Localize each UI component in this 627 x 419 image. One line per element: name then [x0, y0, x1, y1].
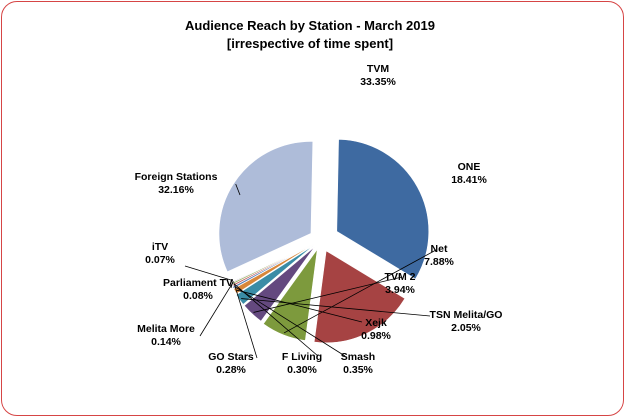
leader-line	[283, 249, 437, 334]
slice-value-label: 0.35%	[343, 364, 373, 376]
slice-name-label: TSN Melita/GO	[430, 309, 503, 321]
pie-slice-xejk	[233, 243, 315, 295]
slice-value-label: 0.28%	[216, 364, 246, 376]
pie-slice-net	[262, 249, 318, 341]
chart-title: Audience Reach by Station - March 2019	[185, 18, 435, 33]
leader-line	[234, 284, 319, 357]
slice-name-label: Net	[431, 243, 448, 255]
leader-line	[235, 183, 241, 196]
pie-slices	[218, 139, 429, 344]
slice-name-label: Smash	[341, 351, 375, 363]
slice-name-label: Foreign Stations	[135, 171, 218, 183]
pie-slice-tvm	[336, 139, 429, 280]
slice-name-label: Xejk	[365, 317, 387, 329]
slice-name-label: Parliament TV	[163, 277, 233, 289]
leader-line	[233, 282, 258, 359]
slice-value-label: 0.08%	[183, 290, 213, 302]
pie-slice-foreign-stations	[218, 141, 314, 273]
slice-name-label: TVM 2	[385, 271, 416, 283]
slice-value-label: 2.05%	[451, 322, 481, 334]
slice-value-label: 18.41%	[451, 174, 487, 186]
leader-line	[184, 265, 234, 282]
leader-line	[234, 286, 346, 357]
slice-value-label: 33.35%	[360, 76, 396, 88]
slice-value-label: 0.98%	[361, 330, 391, 342]
pie-slice-itv	[230, 242, 315, 283]
leader-line	[253, 276, 403, 313]
slice-value-label: 0.30%	[287, 364, 317, 376]
slice-value-label: 0.07%	[145, 254, 175, 266]
chart-subtitle: [irrespective of time spent]	[227, 36, 393, 51]
leader-line	[199, 281, 234, 337]
pie-slice-tvm-2	[243, 246, 316, 322]
slice-name-label: iTV	[152, 241, 168, 253]
slice-name-label: TVM	[367, 63, 389, 75]
slice-value-label: 7.88%	[424, 256, 454, 268]
slice-value-label: 3.94%	[385, 284, 415, 296]
slice-name-label: GO Stars	[208, 351, 254, 363]
slice-name-label: F Living	[282, 351, 322, 363]
leader-lines	[184, 183, 437, 359]
leader-line	[236, 289, 363, 323]
leader-line	[241, 298, 431, 317]
slice-name-label: Melita More	[137, 323, 195, 335]
pie-slice-one	[313, 250, 406, 344]
slice-name-label: ONE	[458, 161, 481, 173]
slice-value-label: 0.14%	[151, 336, 181, 348]
pie-slice-smash	[232, 243, 315, 289]
slice-value-label: 32.16%	[158, 184, 194, 196]
leader-line	[230, 280, 234, 289]
